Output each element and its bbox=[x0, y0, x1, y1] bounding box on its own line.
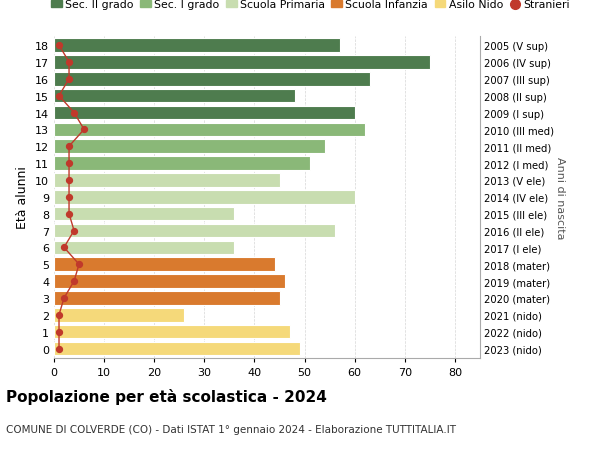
Bar bbox=[54, 73, 370, 86]
Point bbox=[69, 110, 79, 117]
Y-axis label: Anni di nascita: Anni di nascita bbox=[555, 156, 565, 239]
Point bbox=[54, 328, 64, 336]
Text: COMUNE DI COLVERDE (CO) - Dati ISTAT 1° gennaio 2024 - Elaborazione TUTTITALIA.I: COMUNE DI COLVERDE (CO) - Dati ISTAT 1° … bbox=[6, 425, 456, 435]
Point bbox=[54, 93, 64, 100]
Point bbox=[54, 345, 64, 353]
Point bbox=[54, 312, 64, 319]
Bar bbox=[54, 275, 284, 288]
Y-axis label: Età alunni: Età alunni bbox=[16, 166, 29, 229]
Bar bbox=[54, 140, 325, 154]
Point bbox=[64, 211, 74, 218]
Bar bbox=[54, 174, 280, 187]
Point bbox=[74, 261, 84, 269]
Point bbox=[69, 227, 79, 235]
Bar bbox=[54, 207, 235, 221]
Point bbox=[64, 59, 74, 67]
Bar bbox=[54, 308, 184, 322]
Bar bbox=[54, 258, 275, 271]
Bar bbox=[54, 224, 335, 238]
Point bbox=[79, 126, 89, 134]
Point bbox=[54, 42, 64, 50]
Bar bbox=[54, 241, 235, 255]
Point bbox=[59, 295, 69, 302]
Bar bbox=[54, 157, 310, 170]
Point bbox=[59, 244, 69, 252]
Text: Popolazione per età scolastica - 2024: Popolazione per età scolastica - 2024 bbox=[6, 388, 327, 404]
Bar bbox=[54, 123, 365, 137]
Point bbox=[64, 194, 74, 201]
Bar bbox=[54, 190, 355, 204]
Bar bbox=[54, 39, 340, 53]
Bar bbox=[54, 325, 290, 339]
Point bbox=[64, 160, 74, 168]
Legend: Sec. II grado, Sec. I grado, Scuola Primaria, Scuola Infanzia, Asilo Nido, Stran: Sec. II grado, Sec. I grado, Scuola Prim… bbox=[51, 0, 570, 11]
Bar bbox=[54, 342, 299, 356]
Point bbox=[69, 278, 79, 285]
Bar bbox=[54, 90, 295, 103]
Bar bbox=[54, 56, 430, 69]
Point bbox=[64, 177, 74, 184]
Point bbox=[64, 76, 74, 83]
Bar bbox=[54, 106, 355, 120]
Point bbox=[64, 143, 74, 151]
Bar bbox=[54, 291, 280, 305]
